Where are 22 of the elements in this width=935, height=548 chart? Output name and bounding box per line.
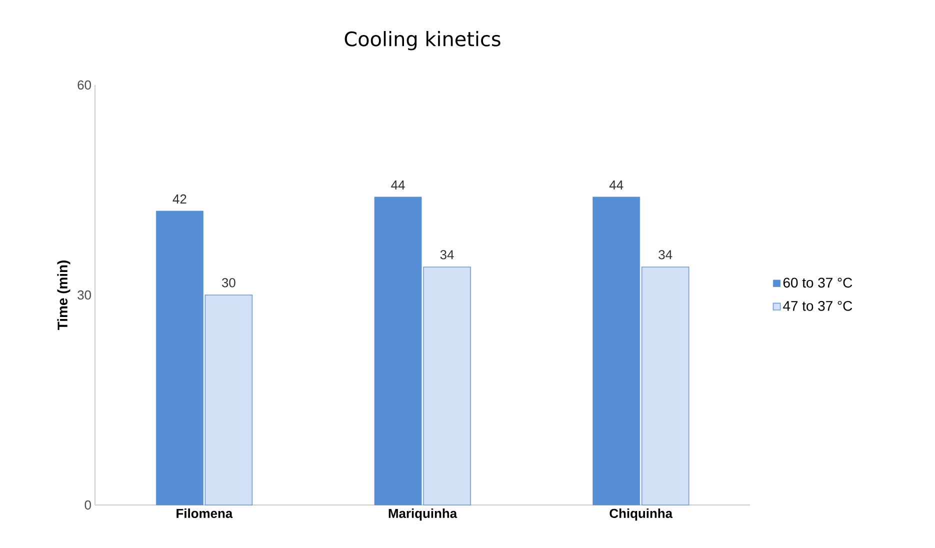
bar [641,266,690,506]
y-axis-title: Time (min) [57,260,70,330]
y-tick-label: 30 [78,290,91,300]
x-tick-label: Filomena [176,508,233,518]
bar [592,196,640,506]
legend-label: 60 to 37 °C [783,278,852,288]
bar [204,294,253,506]
bar [374,196,422,506]
data-label: 44 [609,180,624,190]
data-label: 30 [222,278,236,288]
bar [156,210,204,506]
x-tick-label: Mariquinha [388,508,458,521]
y-tick-label: 0 [84,500,91,510]
y-tick-label: 60 [78,80,91,90]
data-label: 34 [658,250,672,260]
bar [423,266,471,506]
legend-label: 47 to 37 °C [783,300,852,311]
data-label: 34 [440,250,454,260]
data-label: 42 [172,194,186,204]
x-tick-label: Chiquinha [610,508,673,521]
chart-title: Cooling kinetics [344,31,500,50]
data-label: 44 [391,180,405,190]
